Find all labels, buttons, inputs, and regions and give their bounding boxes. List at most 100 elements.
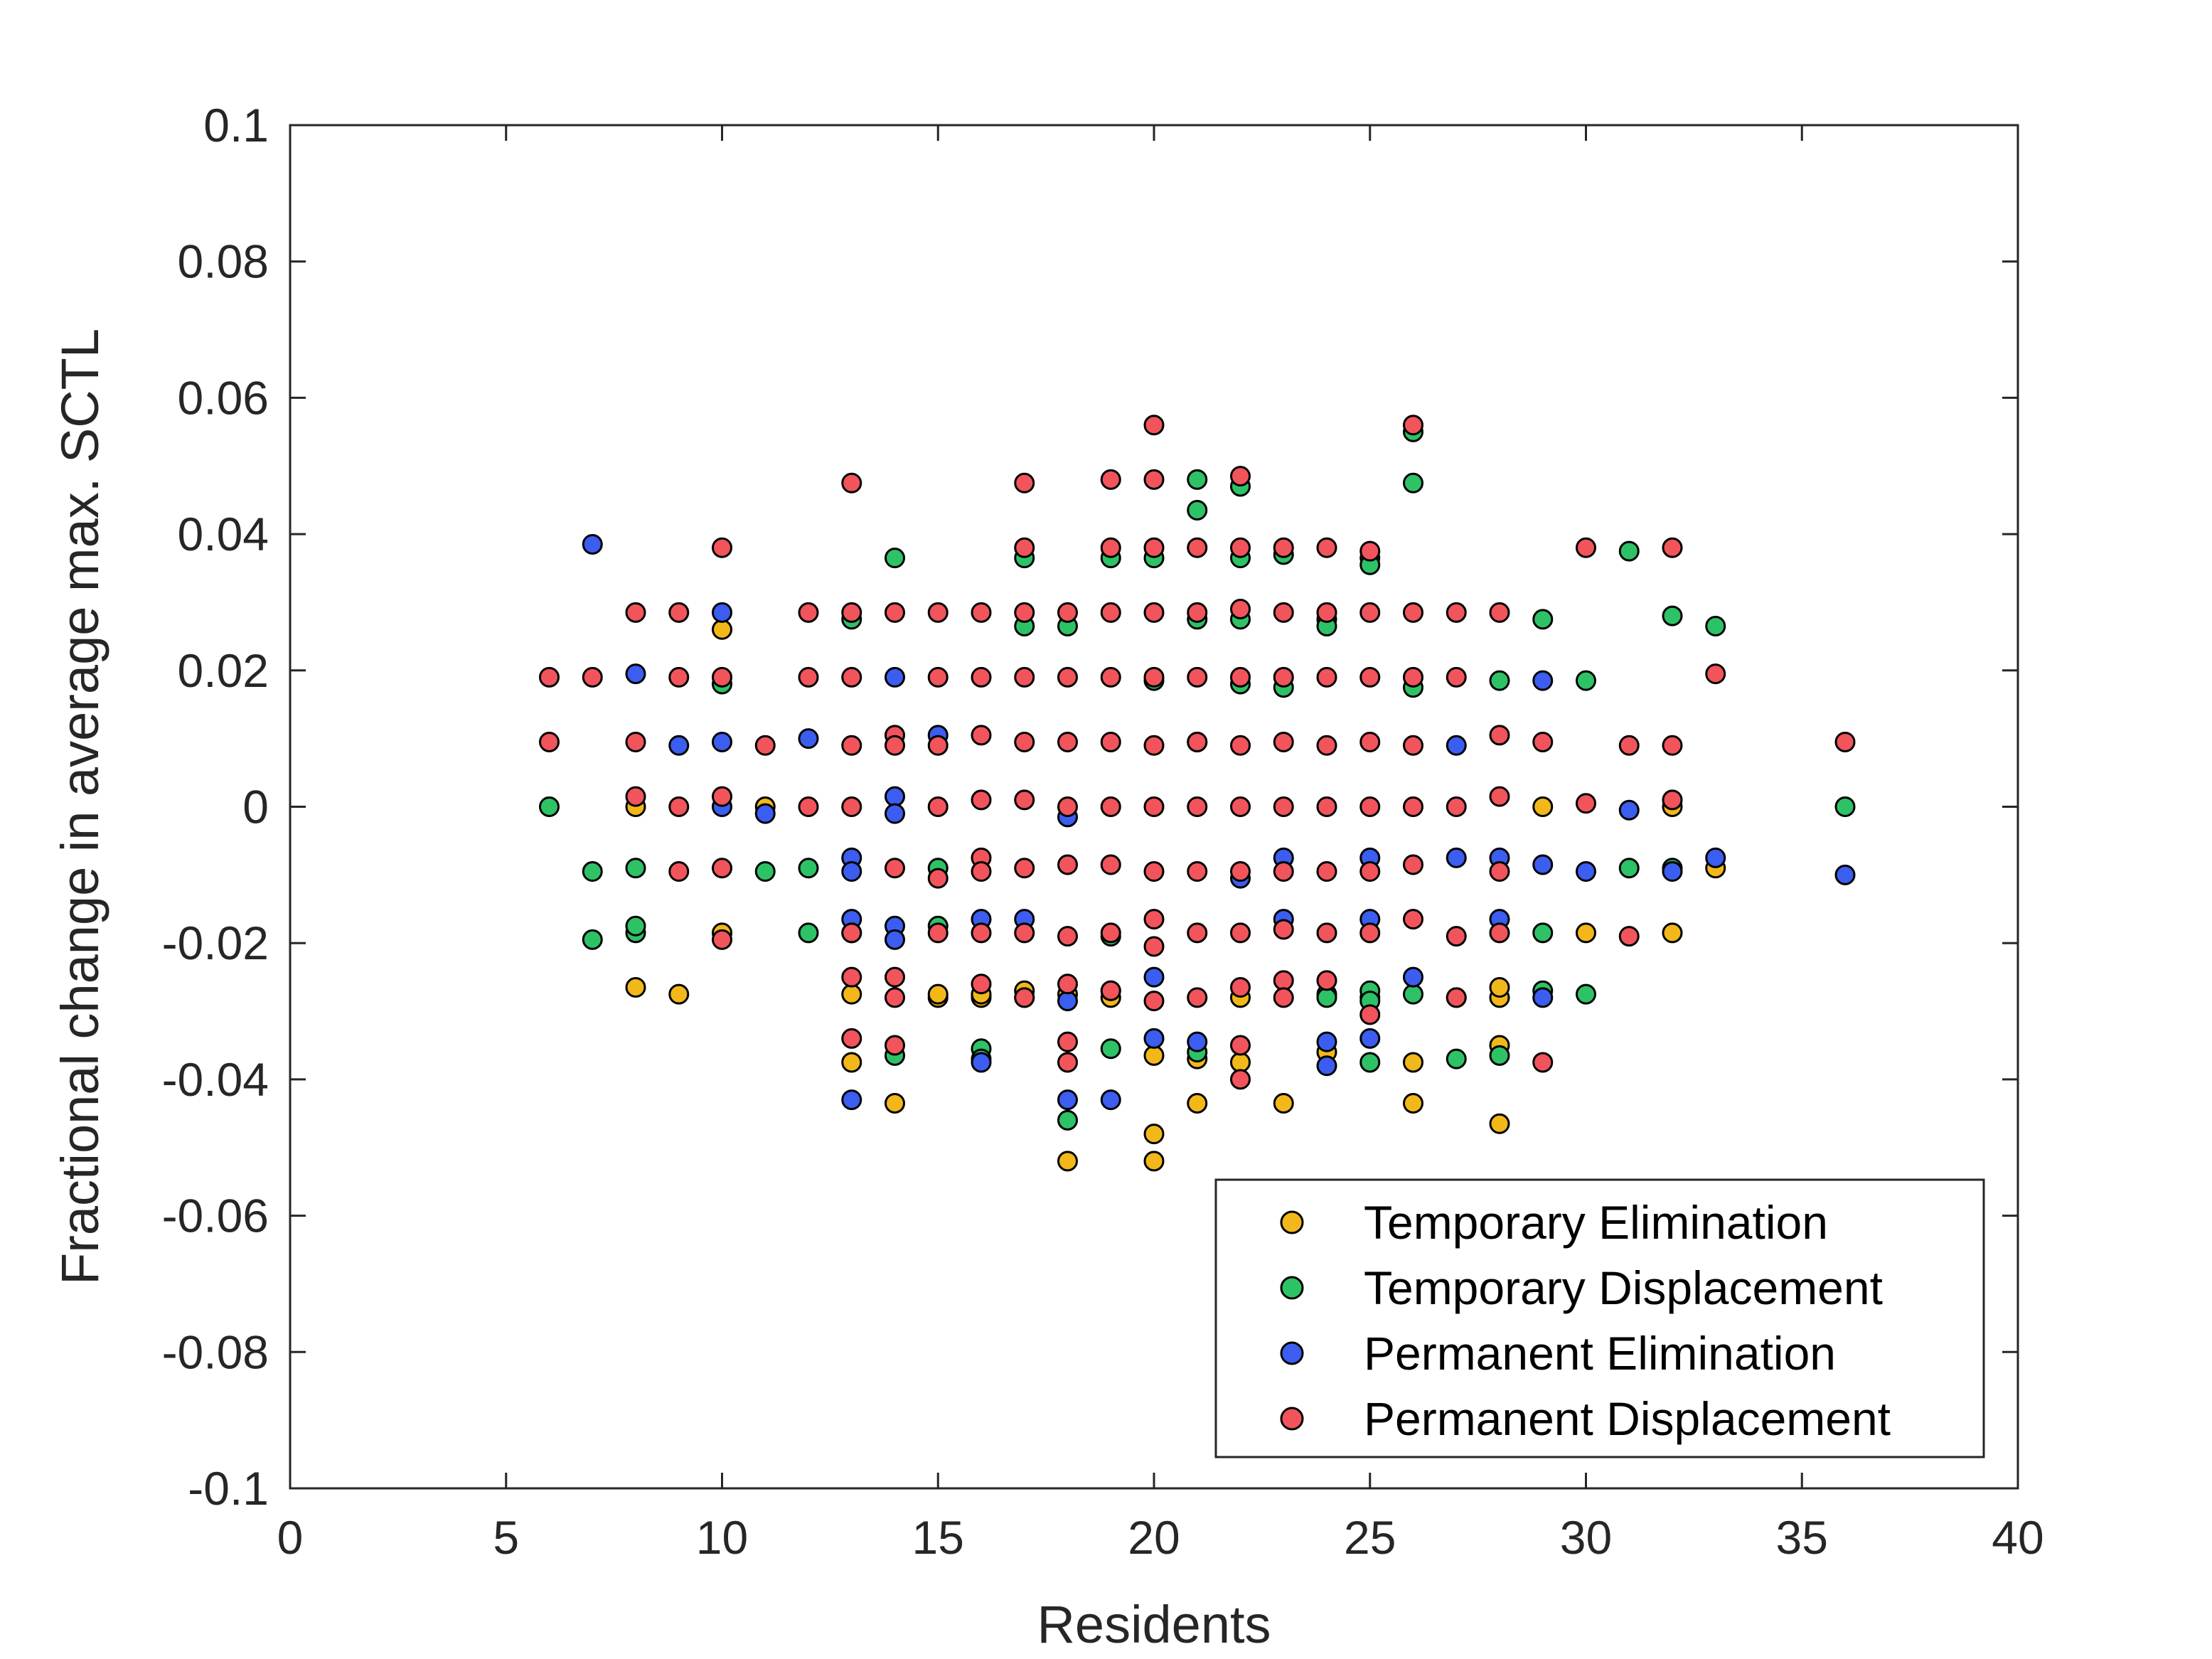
data-point	[1532, 609, 1554, 630]
data-point	[1532, 731, 1554, 752]
y-tick-label: -0.08	[162, 1325, 269, 1378]
data-point	[1359, 1028, 1381, 1049]
data-point	[712, 858, 732, 879]
data-point	[841, 735, 862, 756]
y-tick-label: 0.02	[178, 644, 269, 697]
data-point	[1489, 977, 1510, 998]
data-point	[927, 602, 949, 623]
data-point	[1100, 666, 1121, 688]
data-point	[798, 922, 819, 944]
data-points	[539, 415, 1856, 1172]
data-point	[1187, 602, 1208, 623]
data-point	[885, 602, 905, 623]
data-point	[1100, 854, 1121, 875]
data-point	[1143, 602, 1165, 623]
data-point	[841, 861, 862, 882]
data-point	[1489, 786, 1510, 807]
data-point	[712, 619, 732, 640]
data-point	[1143, 1028, 1165, 1049]
data-point	[582, 929, 603, 950]
data-point	[1057, 1109, 1078, 1131]
data-point	[1403, 472, 1423, 494]
data-point	[1273, 731, 1294, 752]
data-point	[625, 663, 646, 685]
data-point	[841, 1052, 862, 1073]
data-point	[1057, 854, 1078, 875]
data-point	[668, 861, 690, 882]
data-point	[1359, 602, 1381, 623]
data-point	[1446, 1048, 1467, 1069]
data-point	[1187, 469, 1208, 490]
data-point	[1143, 1124, 1165, 1145]
data-point	[885, 803, 905, 824]
data-point	[841, 1089, 862, 1111]
data-point	[1187, 861, 1208, 882]
data-point	[1057, 731, 1078, 752]
data-point	[1359, 796, 1381, 817]
data-point	[1359, 540, 1381, 562]
y-tick-label: 0.1	[203, 99, 269, 151]
data-point	[1662, 789, 1683, 811]
data-point	[1834, 796, 1856, 817]
data-point	[1618, 926, 1640, 947]
data-point	[1273, 861, 1294, 882]
data-point	[1014, 602, 1035, 623]
y-tick-label: 0	[242, 781, 269, 833]
data-point	[841, 983, 862, 1005]
legend-label: Temporary Elimination	[1364, 1196, 1828, 1249]
data-point	[1316, 666, 1337, 688]
data-point	[971, 602, 992, 623]
data-point	[1014, 537, 1035, 558]
data-point	[668, 666, 690, 688]
data-point	[927, 983, 949, 1005]
data-point	[1662, 861, 1683, 882]
data-point	[1403, 735, 1423, 756]
data-point	[712, 786, 732, 807]
data-point	[1057, 926, 1078, 947]
data-point	[1403, 415, 1423, 436]
legend-box	[1214, 1178, 1985, 1458]
x-axis-title: Residents	[1037, 1595, 1271, 1654]
data-point	[1143, 735, 1165, 756]
data-point	[1489, 1113, 1510, 1134]
legend-marker	[1280, 1407, 1304, 1431]
data-point	[1143, 666, 1165, 688]
legend-label: Temporary Displacement	[1364, 1261, 1883, 1314]
data-point	[712, 537, 732, 558]
data-point	[1489, 1045, 1510, 1066]
data-point	[927, 796, 949, 817]
data-point	[1316, 922, 1337, 944]
data-point	[1187, 1031, 1208, 1052]
data-point	[1359, 922, 1381, 944]
data-point	[1230, 1069, 1251, 1090]
data-point	[1403, 1092, 1423, 1114]
data-point	[1143, 415, 1165, 436]
data-point	[1100, 796, 1121, 817]
data-point	[971, 861, 992, 882]
data-point	[798, 666, 819, 688]
data-point	[1187, 796, 1208, 817]
data-point	[1446, 735, 1467, 756]
data-point	[1359, 666, 1381, 688]
data-point	[1230, 977, 1251, 998]
data-point	[1618, 799, 1640, 821]
data-point	[668, 796, 690, 817]
data-point	[841, 472, 862, 494]
data-point	[927, 735, 949, 756]
data-point	[1618, 735, 1640, 756]
data-point	[1100, 1089, 1121, 1111]
data-point	[1273, 666, 1294, 688]
data-point	[1705, 847, 1726, 868]
data-point	[1230, 599, 1251, 620]
data-point	[927, 666, 949, 688]
data-point	[1100, 731, 1121, 752]
data-point	[1230, 666, 1251, 688]
data-point	[1230, 1052, 1251, 1073]
data-point	[885, 548, 905, 569]
x-tick-label: 25	[1344, 1511, 1396, 1564]
data-point	[668, 983, 690, 1005]
data-point	[1316, 796, 1337, 817]
data-point	[1316, 537, 1337, 558]
data-point	[1187, 731, 1208, 752]
data-point	[1618, 540, 1640, 562]
